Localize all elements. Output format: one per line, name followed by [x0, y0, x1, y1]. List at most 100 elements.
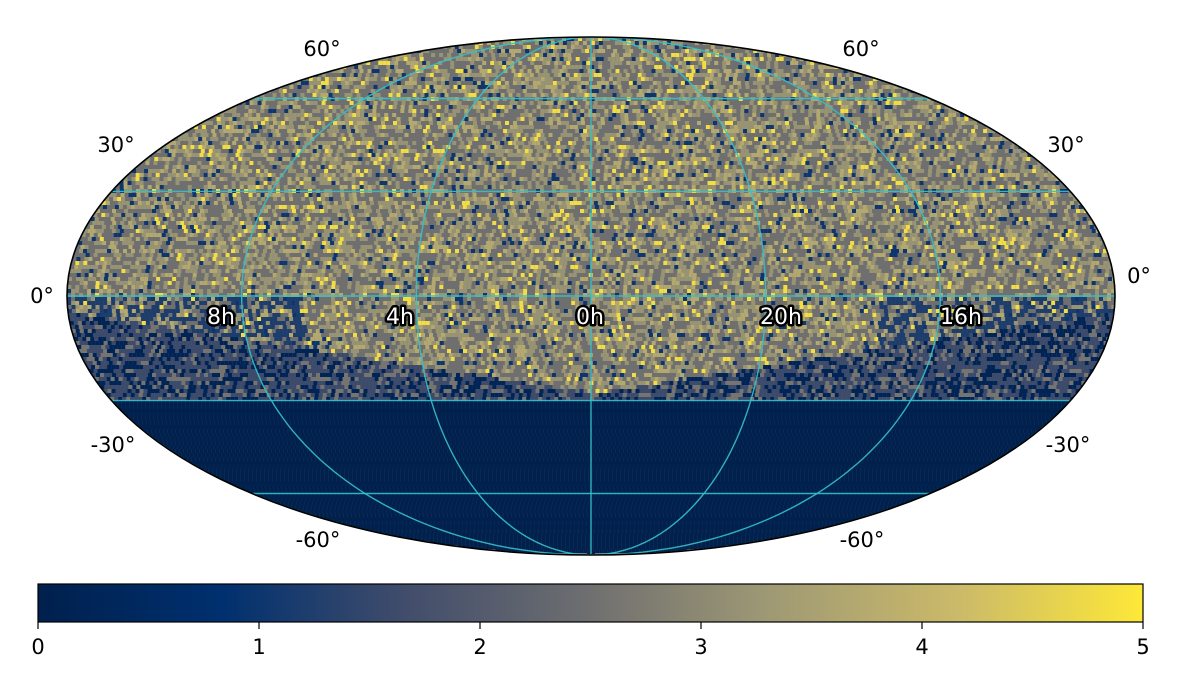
sky-pixel [593, 133, 597, 137]
sky-pixel [786, 157, 790, 161]
sky-pixel [605, 81, 609, 85]
sky-pixel [800, 109, 804, 113]
sky-pixel [885, 133, 889, 137]
sky-pixel [632, 169, 636, 173]
sky-pixel [881, 213, 885, 217]
sky-pixel [957, 121, 961, 125]
sky-pixel [374, 125, 378, 129]
sky-pixel [758, 157, 762, 161]
sky-pixel [746, 85, 750, 89]
sky-pixel [784, 113, 788, 117]
sky-pixel [828, 173, 832, 177]
sky-pixel [729, 161, 733, 165]
sky-pixel [520, 209, 524, 213]
sky-pixel [973, 193, 977, 197]
sky-pixel [517, 117, 521, 121]
sky-pixel [598, 125, 602, 129]
sky-pixel [356, 169, 360, 173]
sky-pixel [517, 93, 521, 97]
sky-pixel [188, 153, 192, 157]
sky-pixel [690, 137, 694, 141]
sky-pixel [429, 105, 433, 109]
sky-pixel [852, 181, 856, 185]
sky-pixel [283, 217, 287, 221]
sky-pixel [808, 153, 812, 157]
sky-pixel [1071, 205, 1075, 209]
sky-pixel [177, 165, 181, 169]
sky-pixel [798, 201, 802, 205]
sky-pixel [442, 85, 446, 89]
sky-pixel [566, 65, 570, 69]
sky-pixel [537, 213, 541, 217]
sky-pixel [461, 105, 465, 109]
sky-pixel [542, 157, 546, 161]
sky-pixel [782, 101, 786, 105]
sky-pixel [170, 157, 174, 161]
sky-pixel [553, 49, 557, 53]
sky-pixel [1029, 165, 1033, 169]
sky-pixel [490, 137, 494, 141]
sky-pixel [382, 61, 386, 65]
sky-pixel [488, 109, 492, 113]
sky-pixel [1026, 157, 1030, 161]
sky-pixel [720, 173, 724, 177]
sky-pixel [859, 89, 863, 93]
sky-pixel [882, 137, 886, 141]
sky-pixel [177, 193, 181, 197]
sky-pixel [638, 137, 642, 141]
sky-pixel [809, 77, 813, 81]
sky-pixel [536, 153, 540, 157]
sky-pixel [673, 133, 677, 137]
sky-pixel [674, 85, 678, 89]
sky-pixel [718, 145, 722, 149]
sky-pixel [413, 193, 417, 197]
sky-pixel [538, 65, 542, 69]
sky-pixel [448, 181, 452, 185]
sky-pixel [491, 53, 495, 57]
sky-pixel [997, 213, 1001, 217]
sky-pixel [530, 125, 534, 129]
sky-pixel [336, 209, 340, 213]
sky-pixel [820, 181, 824, 185]
sky-pixel [337, 121, 341, 125]
sky-pixel [705, 161, 709, 165]
sky-pixel [522, 201, 526, 205]
sky-pixel [329, 81, 333, 85]
sky-pixel [955, 129, 959, 133]
sky-pixel [1007, 205, 1011, 209]
sky-pixel [208, 141, 212, 145]
sky-pixel [826, 73, 830, 77]
sky-pixel [248, 169, 252, 173]
sky-pixel [437, 213, 441, 217]
sky-pixel [406, 157, 410, 161]
sky-pixel [742, 145, 746, 149]
sky-pixel [554, 73, 558, 77]
sky-pixel [452, 109, 456, 113]
sky-pixel [402, 85, 406, 89]
sky-pixel [420, 173, 424, 177]
sky-pixel [595, 89, 599, 93]
sky-pixel [758, 145, 762, 149]
sky-pixel [857, 77, 861, 81]
sky-pixel [736, 141, 740, 145]
sky-pixel [386, 125, 390, 129]
sky-pixel [740, 141, 744, 145]
sky-pixel [358, 73, 362, 77]
sky-pixel [624, 181, 628, 185]
sky-pixel [276, 113, 280, 117]
sky-pixel [893, 149, 897, 153]
sky-pixel [829, 161, 833, 165]
sky-pixel [244, 221, 248, 225]
sky-pixel [1016, 209, 1020, 213]
sky-pixel [870, 125, 874, 129]
sky-pixel [396, 69, 400, 73]
sky-pixel [232, 141, 236, 145]
sky-pixel [768, 185, 772, 189]
sky-pixel [257, 193, 261, 197]
sky-pixel [830, 145, 834, 149]
sky-pixel [897, 133, 901, 137]
sky-pixel [882, 85, 886, 89]
sky-pixel [946, 145, 950, 149]
sky-pixel [685, 161, 689, 165]
sky-pixel [692, 153, 696, 157]
